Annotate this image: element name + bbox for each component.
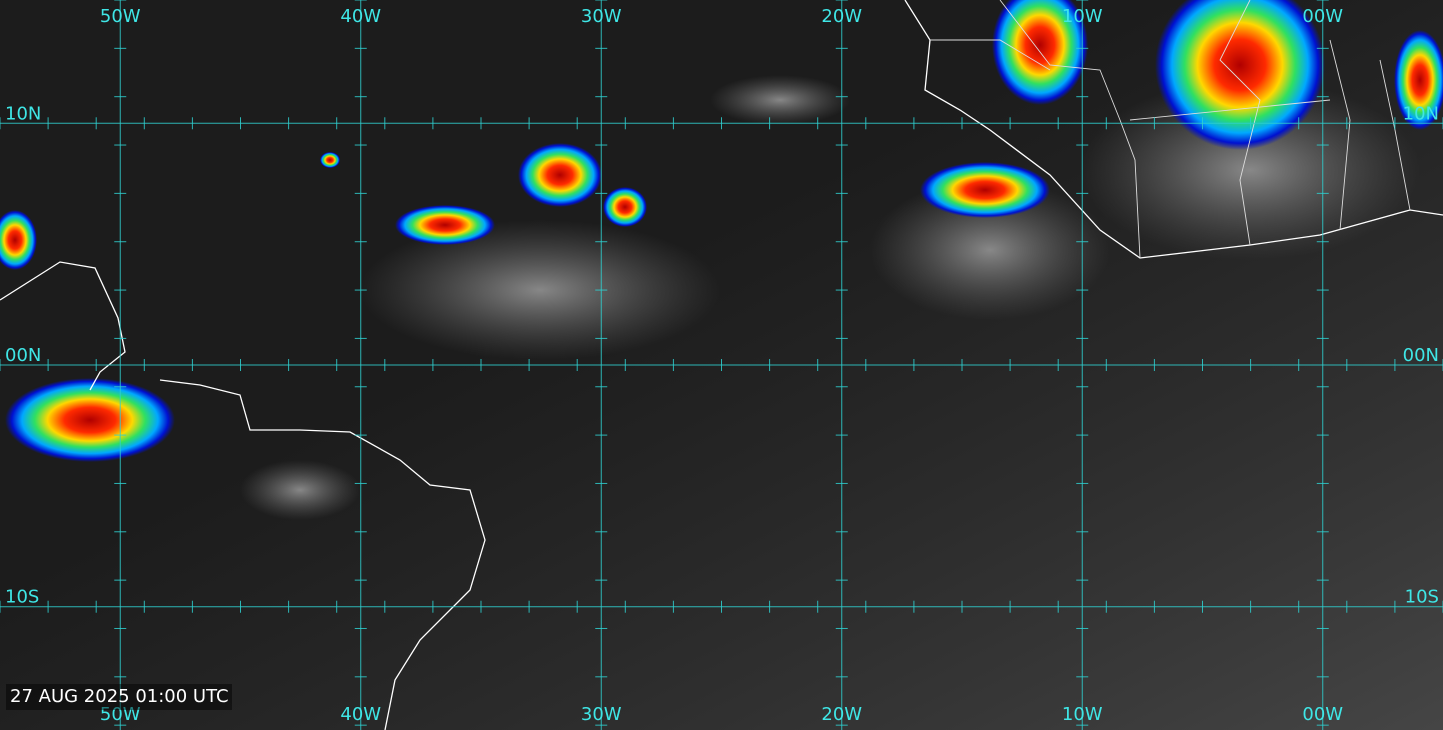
timestamp: 27 AUG 2025 01:00 UTC — [10, 686, 229, 707]
latitude-label: 10S — [1405, 587, 1439, 608]
longitude-label: 10W — [1062, 704, 1103, 725]
latitude-label: 00N — [5, 345, 41, 366]
longitude-label: 30W — [581, 704, 622, 725]
latitude-label: 00N — [1403, 345, 1439, 366]
longitude-label: 20W — [821, 704, 862, 725]
longitude-label: 40W — [340, 6, 381, 27]
latitude-label: 10N — [1403, 103, 1439, 124]
longitude-label: 50W — [100, 704, 141, 725]
latitude-label: 10S — [5, 587, 39, 608]
graticule-labels: 50W 50W 40W 40W 30W 30W 20W 20W 10W 10W 00W 00W 10N 1… — [5, 6, 1439, 725]
longitude-label: 10W — [1062, 6, 1103, 27]
longitude-label: 00W — [1302, 704, 1343, 725]
longitude-label: 00W — [1302, 6, 1343, 27]
latitude-label: 10N — [5, 103, 41, 124]
longitude-label: 40W — [340, 704, 381, 725]
longitude-label: 50W — [100, 6, 141, 27]
longitude-label: 20W — [821, 6, 862, 27]
timestamp-box — [6, 684, 232, 710]
longitude-label: 30W — [581, 6, 622, 27]
